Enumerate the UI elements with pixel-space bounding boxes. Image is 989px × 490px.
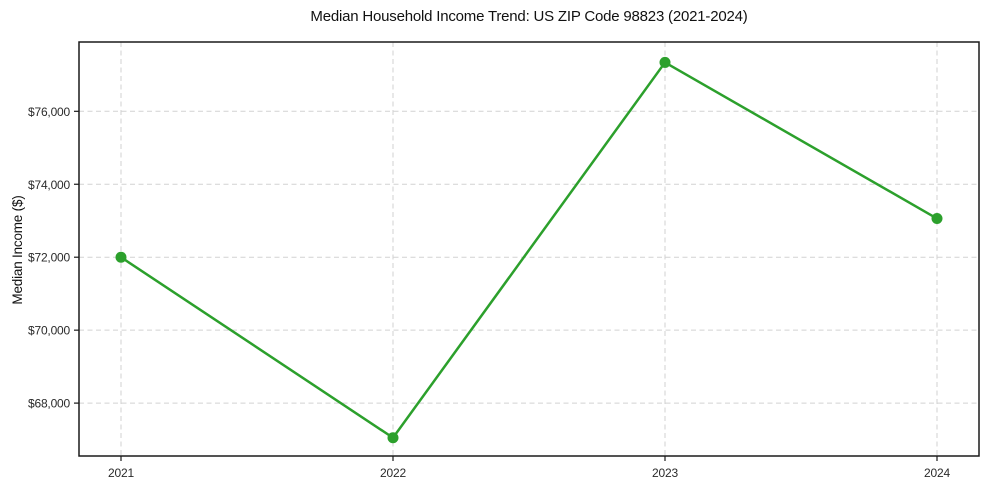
data-point-2024: [931, 213, 943, 225]
chart-title: Median Household Income Trend: US ZIP Co…: [310, 8, 748, 25]
data-point-2022: [387, 432, 399, 444]
data-point-2023: [659, 56, 671, 68]
trend-line: [119, 61, 939, 440]
y-tick-label: $72,000: [28, 251, 71, 265]
y-tick-label: $76,000: [28, 105, 71, 119]
axes-spines: [78, 41, 980, 457]
x-tick-label: 2022: [380, 466, 406, 480]
x-tick-label: 2024: [924, 466, 950, 480]
y-axis-label: Median Income ($): [10, 195, 25, 305]
x-tick-label: 2021: [108, 466, 134, 480]
y-tick-label: $74,000: [28, 178, 71, 192]
y-tick-label: $70,000: [28, 324, 71, 338]
y-tick-label: $68,000: [28, 397, 71, 411]
x-tick-label: 2023: [652, 466, 678, 480]
data-point-2021: [115, 251, 127, 263]
